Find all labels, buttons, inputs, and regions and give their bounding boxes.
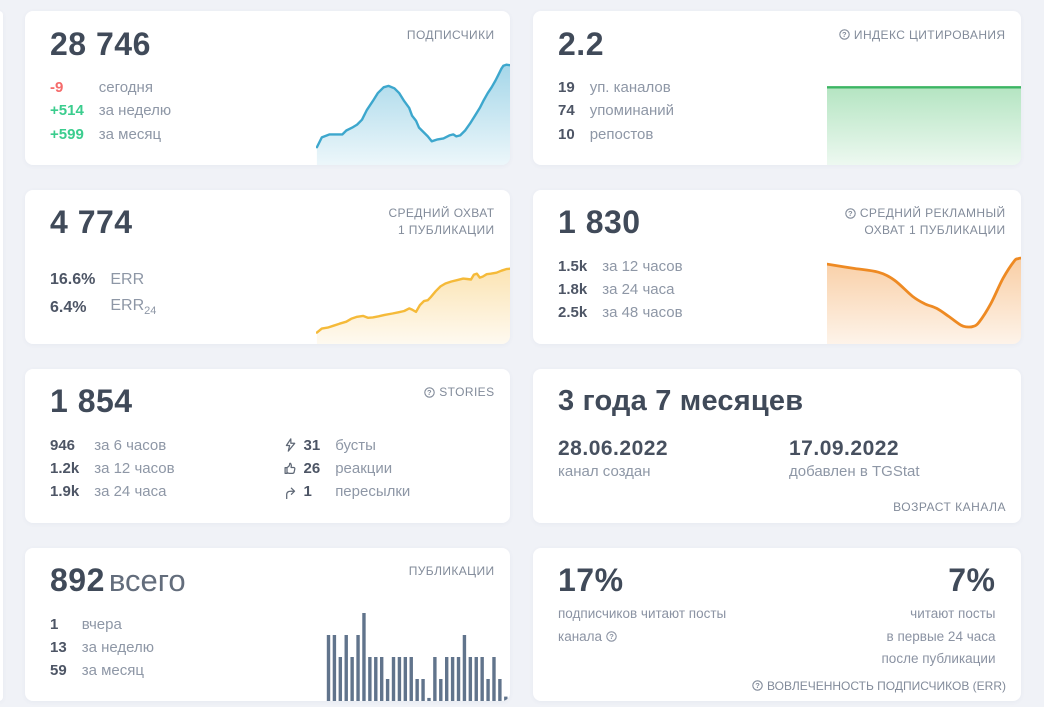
- svg-text:?: ?: [848, 209, 853, 218]
- svg-text:?: ?: [842, 30, 847, 39]
- svg-text:?: ?: [427, 388, 432, 397]
- svg-text:?: ?: [755, 681, 760, 690]
- svg-text:?: ?: [609, 632, 614, 641]
